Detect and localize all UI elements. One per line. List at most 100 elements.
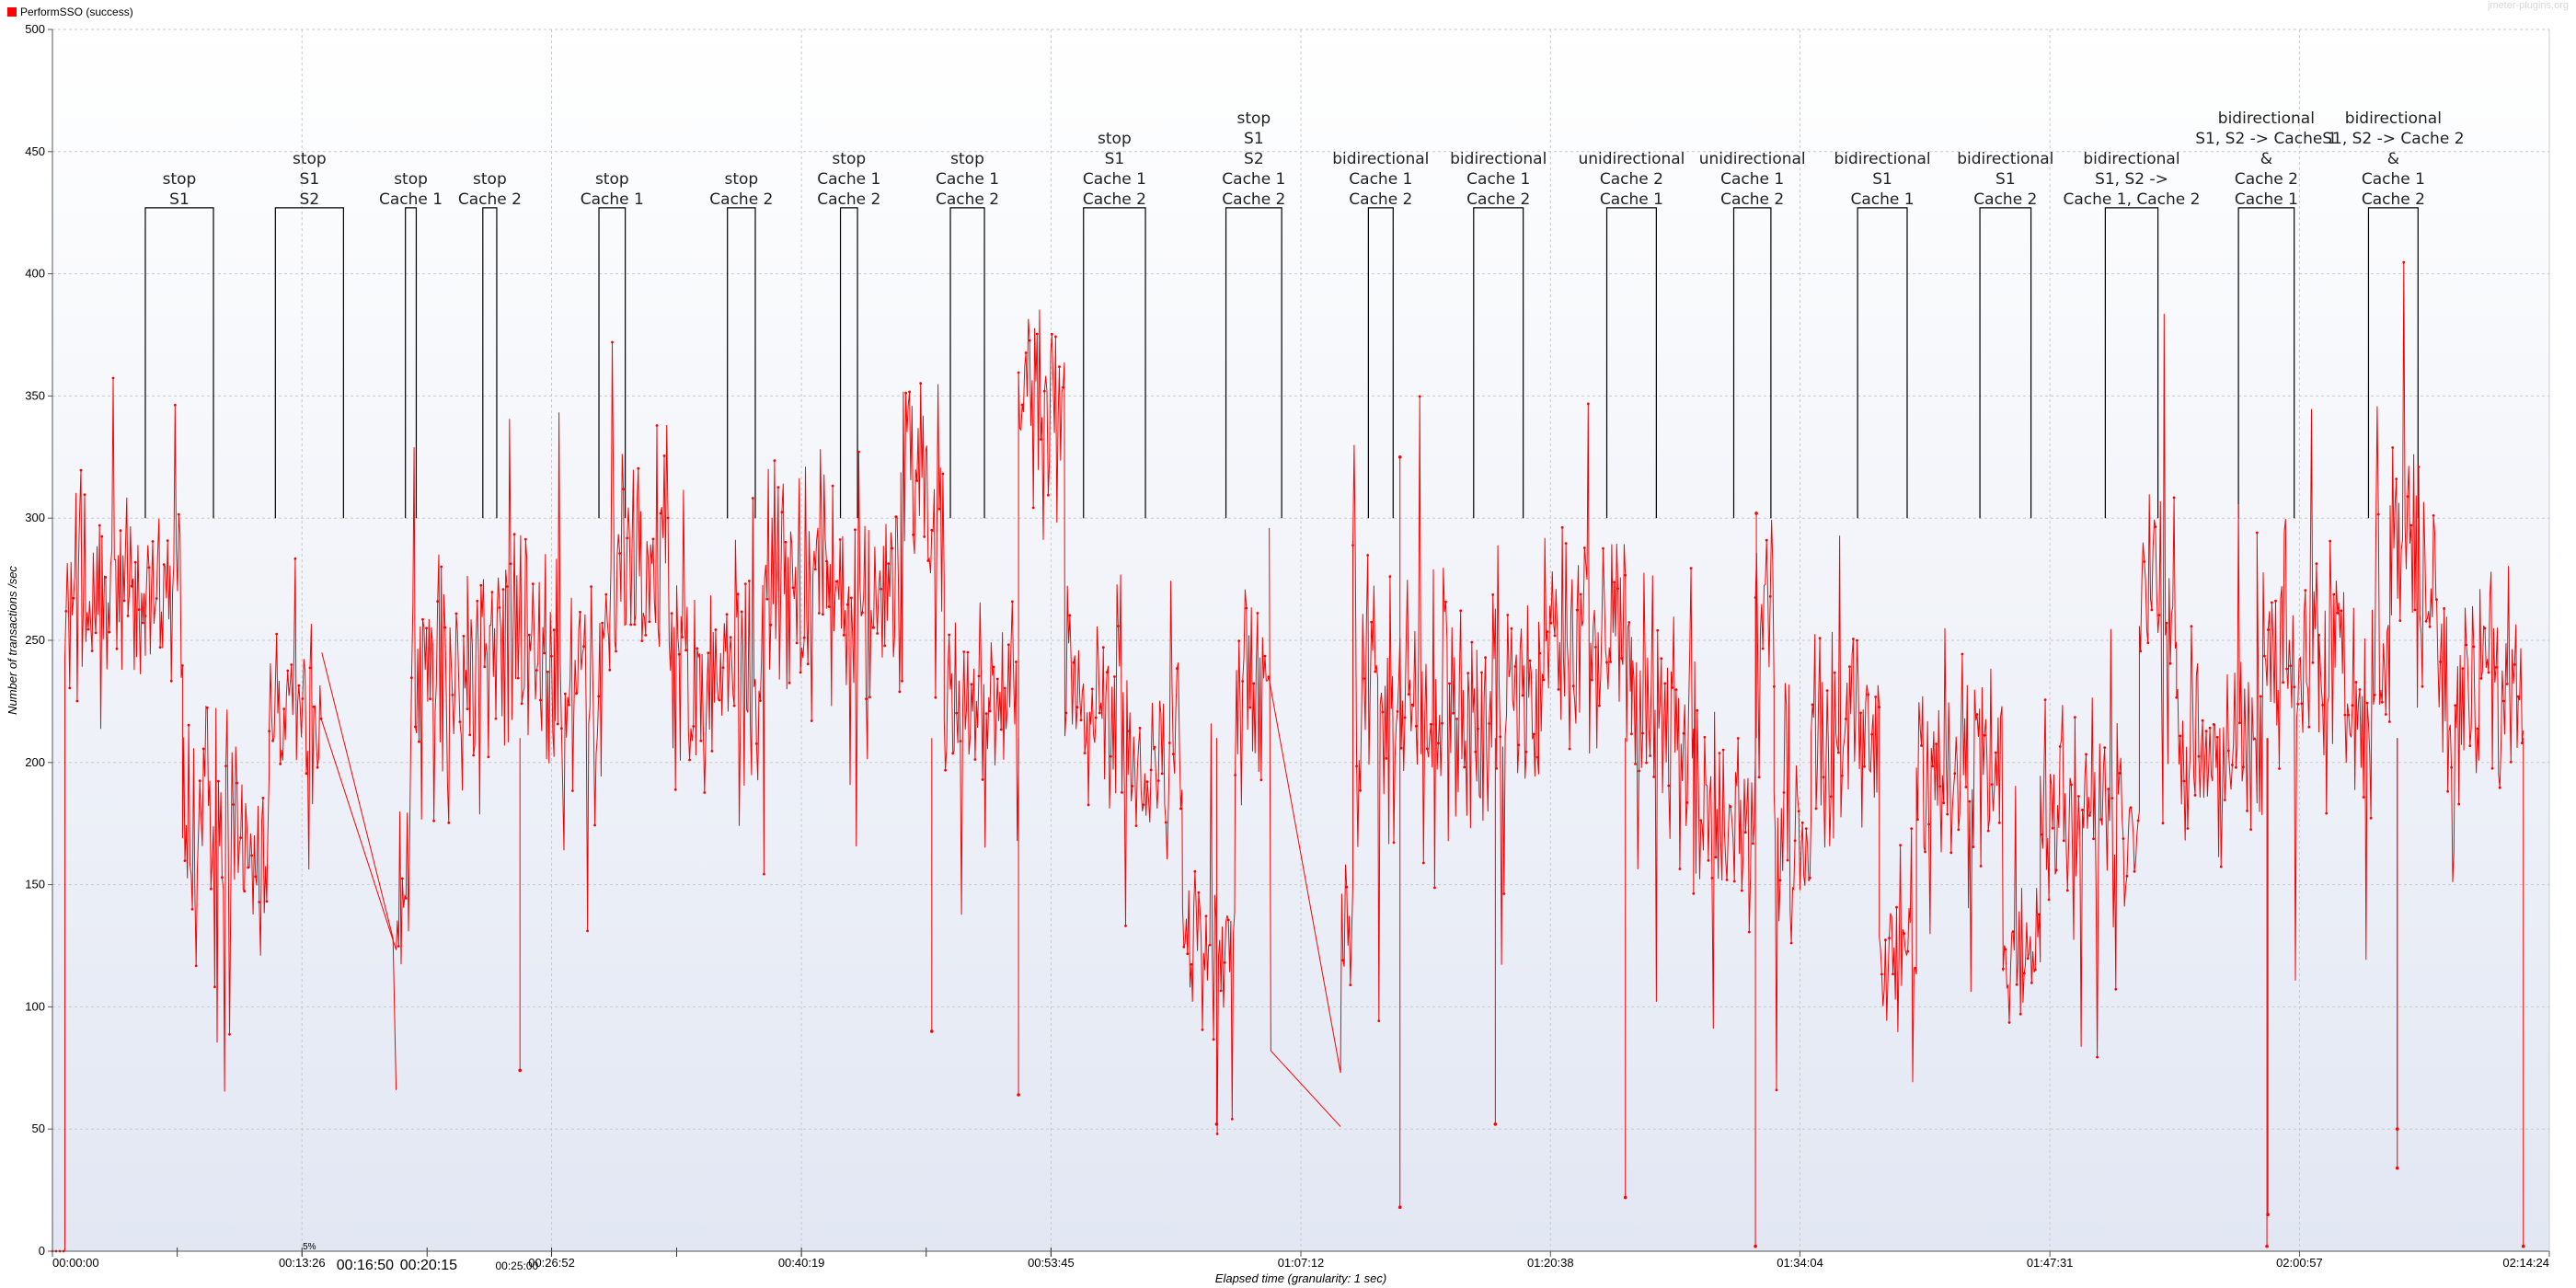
data-point — [597, 695, 601, 698]
annotation-label: & — [2260, 150, 2272, 168]
data-point — [2421, 684, 2424, 688]
data-point — [1418, 395, 1421, 398]
annotation-label: S1, S2 -> — [2095, 170, 2168, 189]
data-point — [1568, 747, 1571, 751]
annotation-label: S1 — [1995, 170, 2016, 189]
data-point — [1867, 693, 1869, 696]
data-point — [1761, 647, 1765, 650]
data-point — [418, 740, 420, 743]
annotation-label: Cache 1 — [1222, 170, 1285, 189]
data-point — [1765, 538, 1768, 542]
data-point — [1121, 791, 1123, 794]
data-point — [90, 650, 94, 652]
data-point — [2267, 628, 2270, 631]
x-tick-label: 01:47:31 — [2027, 1256, 2074, 1270]
annotation-label: stop — [293, 150, 327, 168]
data-point — [68, 686, 72, 690]
data-point — [1707, 858, 1710, 862]
data-point — [1804, 827, 1808, 830]
data-point — [1714, 856, 1718, 859]
data-point — [1171, 753, 1175, 755]
data-point — [158, 646, 162, 649]
data-point — [662, 454, 666, 457]
data-point — [1425, 747, 1429, 751]
annotation-bracket — [482, 207, 498, 519]
x-tick-label: 00:13:26 — [279, 1256, 326, 1270]
data-point — [217, 779, 220, 783]
data-point — [2395, 477, 2398, 480]
data-point — [126, 615, 130, 617]
data-point — [1047, 493, 1050, 497]
annotation-bracket — [1083, 207, 1146, 519]
data-point — [2018, 1012, 2022, 1016]
data-point — [1474, 750, 1478, 753]
data-point — [130, 584, 133, 588]
data-point — [1840, 774, 1844, 777]
data-point — [1910, 827, 1914, 830]
data-point — [2402, 260, 2406, 264]
data-point — [2088, 814, 2091, 817]
data-point — [2465, 643, 2468, 647]
annotation-label: Cache 1 — [2362, 170, 2425, 189]
data-point — [2197, 754, 2201, 758]
data-point — [1397, 1205, 1402, 1209]
data-point — [173, 403, 177, 407]
annotation-bracket — [1732, 207, 1772, 519]
y-tick-label: 450 — [25, 144, 45, 158]
data-point — [2136, 819, 2140, 822]
data-point — [1579, 592, 1582, 596]
data-point — [1660, 657, 1663, 661]
x-tick-label: 02:14:24 — [2502, 1256, 2549, 1270]
legend: PerformSSO (success) — [7, 6, 133, 18]
data-point — [1145, 780, 1149, 784]
data-point — [151, 540, 155, 543]
data-point — [1186, 952, 1190, 956]
data-point — [1263, 654, 1267, 658]
annotation-label: bidirectional — [1450, 150, 1547, 168]
data-point — [1946, 812, 1949, 816]
data-point — [451, 694, 454, 696]
data-point — [810, 719, 813, 722]
data-point — [2413, 608, 2417, 612]
data-point — [494, 717, 498, 720]
data-point — [1024, 351, 1028, 354]
data-point — [1641, 731, 1644, 735]
data-point — [305, 772, 308, 776]
data-point — [1062, 385, 1064, 389]
data-point — [1575, 608, 1579, 612]
data-point — [166, 539, 169, 542]
data-point — [1924, 850, 1926, 854]
data-point — [1366, 554, 1370, 557]
data-point — [108, 630, 111, 634]
data-point — [2077, 795, 2080, 798]
data-point — [254, 875, 258, 879]
data-point — [181, 664, 184, 667]
data-point — [1466, 672, 1470, 674]
data-point — [629, 623, 633, 627]
data-point — [2114, 987, 2118, 991]
data-point — [1721, 748, 1725, 752]
annotation-label: Cache 1 — [936, 170, 999, 189]
data-point — [2376, 512, 2380, 516]
data-point — [2051, 826, 2054, 830]
data-point — [915, 479, 919, 482]
annotation-label: bidirectional — [2218, 109, 2315, 128]
data-point — [1914, 966, 1917, 970]
data-point — [1630, 732, 1633, 736]
annotation-bracket — [144, 207, 214, 519]
data-point — [759, 699, 762, 702]
data-point — [1176, 667, 1179, 670]
data-point — [1582, 546, 1586, 549]
data-point — [1927, 822, 1930, 826]
data-point — [714, 628, 718, 631]
data-point — [1480, 671, 1483, 674]
data-point — [115, 647, 119, 650]
data-point — [1051, 332, 1053, 336]
data-point — [404, 897, 408, 900]
data-point — [2307, 725, 2311, 729]
data-point — [268, 730, 270, 733]
data-point — [729, 636, 732, 639]
annotation-bracket — [405, 207, 418, 519]
data-point — [901, 679, 903, 683]
